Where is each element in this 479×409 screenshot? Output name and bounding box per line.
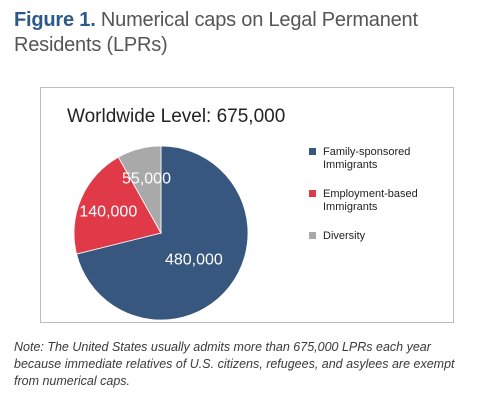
slice-value-label: 140,000 bbox=[79, 203, 137, 220]
pie-slice-family-sponsored-immigrants bbox=[76, 145, 249, 321]
chart-title: Worldwide Level: 675,000 bbox=[67, 106, 285, 127]
slice-value-label: 480,000 bbox=[165, 252, 223, 269]
pie-slice-labels: 480,000 140,000 55,000 bbox=[79, 171, 223, 269]
chart-legend: Family-sponsoredImmigrantsEmployment-bas… bbox=[309, 146, 418, 242]
slice-value-label: 55,000 bbox=[122, 171, 171, 188]
figure-number: Figure 1. bbox=[14, 9, 96, 31]
figure-note: Note: The United States usually admits m… bbox=[14, 340, 455, 388]
legend-label: Diversity bbox=[323, 230, 366, 242]
chart-container: Worldwide Level: 675,000 480,000 140,000 5… bbox=[40, 87, 454, 323]
figure-title-text: Numerical caps on Legal Permanent Reside… bbox=[14, 9, 418, 56]
legend-label: Employment-based bbox=[323, 188, 418, 200]
pie-slice-employment-based-immigrants bbox=[73, 156, 162, 255]
legend-label: Family-sponsored bbox=[323, 146, 410, 158]
pie-chart: Worldwide Level: 675,000 480,000 140,000 5… bbox=[67, 106, 418, 321]
legend-label: Immigrants bbox=[323, 201, 378, 213]
legend-swatch-family-sponsored-immigrants bbox=[309, 148, 316, 155]
pie-slice-diversity bbox=[117, 145, 162, 235]
legend-label: Immigrants bbox=[323, 159, 378, 171]
pie-slices bbox=[73, 145, 249, 321]
legend-swatch-diversity bbox=[309, 232, 316, 239]
figure-title: Figure 1. Numerical caps on Legal Perman… bbox=[14, 8, 469, 58]
legend-swatch-employment-based-immigrants bbox=[309, 190, 316, 197]
